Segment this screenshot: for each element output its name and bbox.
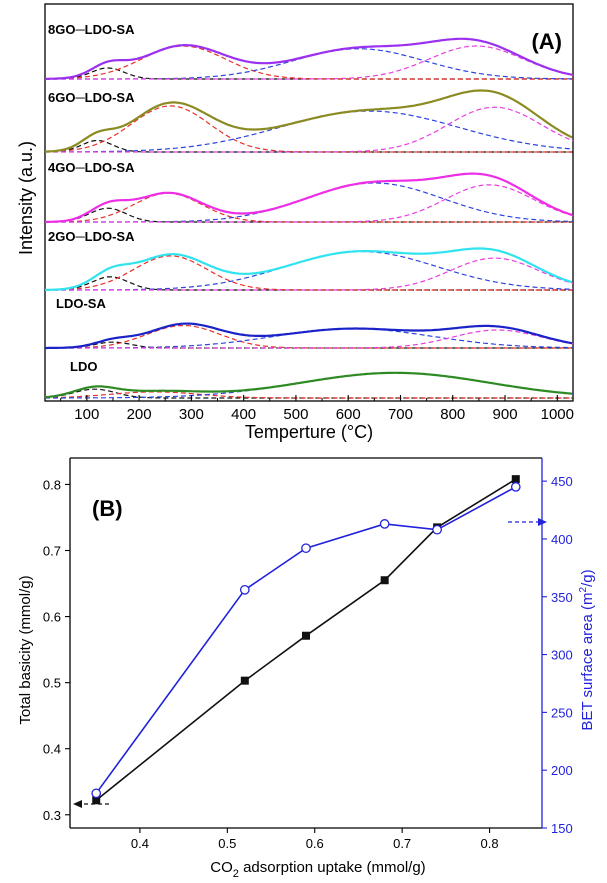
x-tick-label: 300 [179,406,204,423]
profile-curve [45,322,573,350]
panel-a-x-axis-title: Temperture (°C) [245,422,373,442]
panel-a: 100 200 300 400 500 600 700 800 900 1000 8GO─LDO-… [16,3,574,442]
x-tick-label: 1000 [541,406,574,423]
y2-tick-label: 300 [551,648,573,663]
bet-point [91,788,102,799]
panel-a-label: (A) [531,29,562,54]
panel-b-label: (B) [92,496,123,521]
x-tick-label: 0.4 [131,836,149,851]
left-axis-arrow [73,800,109,808]
x-tick-label: 900 [493,406,518,423]
deconvolution-peak-4 [45,45,574,80]
y2-tick-label: 250 [551,705,573,720]
y-tick-label: 0.8 [43,477,61,492]
deconvolution-peak-2 [45,391,573,399]
profile-curve [44,247,573,291]
panel-b-axes: 0.4 0.5 0.6 0.7 0.8 0.3 0.4 0.5 0.6 0.7 0.8 150 200 2… [43,457,573,851]
x-tick-label: 600 [336,406,361,423]
x-tick-label: 200 [127,406,152,423]
bet-point [379,519,390,529]
right-axis-arrow [508,518,547,526]
profile-curve [44,371,573,399]
deconvolution-peak-1 [45,341,573,349]
series-label: 6GO─LDO-SA [48,90,135,105]
y2-tick-label: 350 [551,590,573,605]
deconvolution-peak-3 [45,182,574,223]
series-label: LDO [70,359,97,374]
panel-a-series-labels: 8GO─LDO-SA 6GO─LDO-SA 4GO─LDO-SA 2GO─LDO-SA… [48,22,135,374]
panel-a-x-ticks: 100 200 300 400 500 600 700 800 900 1000 [60,395,574,423]
deconvolution-peak-3 [45,250,574,291]
deconvolution-peak-4 [45,257,574,291]
deconvolution-peak-3 [45,48,574,80]
y2-tick-label: 150 [551,821,573,836]
x-tick-label: 0.7 [393,836,411,851]
y2-tick-label: 400 [551,532,573,547]
panel-b-series [91,475,521,805]
deconvolution-peak-1 [45,67,573,80]
bet-point [239,584,250,595]
bet-point [510,482,521,492]
x-tick-label: 800 [440,406,465,423]
deconvolution-peak-2 [44,45,573,80]
deconvolution-peak-3 [45,110,574,153]
profile-curve [45,172,573,223]
deconvolution-peak-2 [45,105,573,153]
deconvolution-peak-1 [45,276,573,291]
deconvolution-peak-4 [45,184,574,223]
panel-b-y-axis-title: Total basicity (mmol/g) [17,575,34,724]
panel-b-y2-axis-title: BET surface area (m2/g) [578,569,596,730]
x-tick-label: 100 [74,406,99,423]
deconvolution-peak-4 [45,106,574,153]
x-tick-label: 0.8 [481,836,499,851]
deconvolution-peak-1 [44,139,573,153]
deconvolution-peak-4 [45,329,574,349]
x-tick-label: 0.6 [306,836,324,851]
y-tick-label: 0.7 [43,544,61,559]
series-label: 4GO─LDO-SA [48,160,135,175]
basicity-line [95,478,517,801]
basicity-point [511,475,520,484]
basicity-point [380,576,389,585]
panel-a-curves [44,37,574,399]
y2-tick-label: 200 [551,763,573,778]
basicity-point [92,796,101,805]
profile-curve [44,37,573,80]
panel-b-x-axis-title: CO2 adsorption uptake (mmol/g) [210,859,425,880]
y-tick-label: 0.4 [43,742,61,757]
deconvolution-peak-2 [45,324,573,349]
series-label: LDO-SA [56,296,106,311]
deconvolution-peak-2 [45,255,573,291]
panel-a-frame [44,3,574,402]
x-tick-label: 700 [388,406,413,423]
y2-tick-label: 450 [551,474,573,489]
panel-b: 0.4 0.5 0.6 0.7 0.8 0.3 0.4 0.5 0.6 0.7 0.8 150 200 2… [17,457,596,880]
y-tick-label: 0.3 [43,808,61,823]
basicity-point [302,631,310,640]
x-tick-label: 0.5 [218,836,236,851]
bet-line [95,486,517,794]
bet-point [301,543,311,554]
bet-point [432,524,442,535]
series-label: 8GO─LDO-SA [48,22,135,37]
x-tick-label: 400 [231,406,256,423]
deconvolution-peak-1 [44,207,573,223]
x-tick-label: 500 [283,406,308,423]
y-tick-label: 0.6 [43,610,61,625]
panel-a-y-axis-title: Intensity (a.u.) [16,141,36,255]
basicity-point [240,676,249,685]
y-tick-label: 0.5 [43,676,61,691]
series-label: 2GO─LDO-SA [48,229,135,244]
profile-curve [44,89,573,153]
